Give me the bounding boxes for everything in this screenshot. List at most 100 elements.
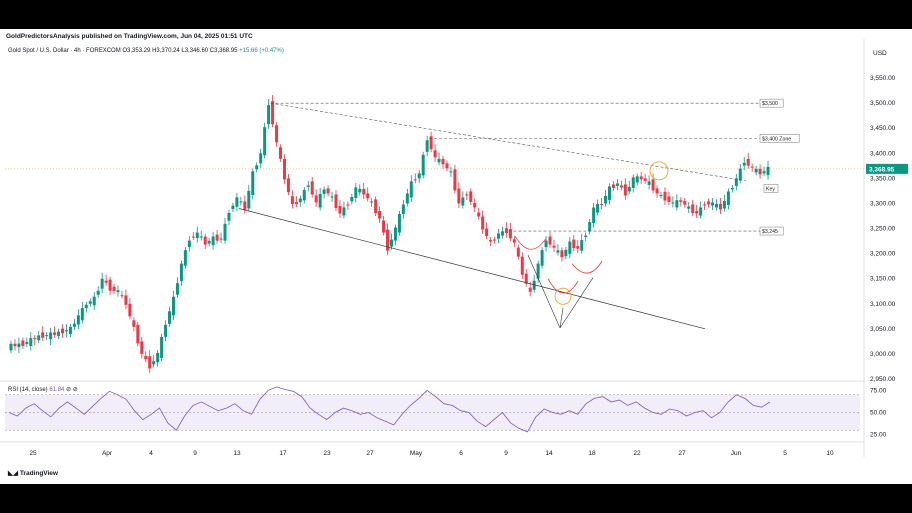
price-change: +15.66 (+0.47%) (239, 48, 284, 54)
candle-body (762, 171, 766, 174)
candle-body (508, 229, 512, 239)
key-label: Key (766, 186, 775, 192)
rsi-extra: ⊘ ⊘ (66, 387, 78, 393)
candle-body (76, 315, 80, 325)
price-tick-label: 2,950.00 (870, 376, 896, 383)
candle-body (211, 236, 215, 246)
price-tick-label: 3,350.00 (870, 175, 896, 182)
price-tick-label: 3,150.00 (870, 276, 896, 283)
candle-body (433, 150, 437, 158)
candle-body (282, 158, 286, 180)
candle-body (687, 206, 691, 209)
candle-body (707, 201, 711, 205)
time-tick-label: 25 (29, 450, 37, 457)
candle-body (532, 280, 536, 290)
candle-body (437, 158, 441, 163)
time-tick-label: 18 (588, 450, 596, 457)
candle-body (286, 178, 290, 193)
candle-body (655, 188, 659, 194)
candle-body (318, 193, 322, 208)
candle-body (663, 191, 667, 201)
last-price-badge (866, 163, 908, 174)
highlight-circle (649, 161, 669, 181)
candle-body (195, 232, 199, 239)
candle-body (9, 343, 13, 351)
price-tick-label: 3,300.00 (870, 200, 896, 207)
candle-body (342, 207, 346, 216)
candle-body (445, 163, 449, 169)
candle-body (338, 205, 342, 214)
brand-name: TradingView (19, 470, 58, 477)
candle-body (718, 203, 722, 210)
candle-body (152, 361, 156, 365)
rsi-value: 61.84 (49, 387, 65, 393)
candle-body (386, 229, 390, 251)
candle-body (659, 194, 663, 196)
ohlc-values: O3,353.29 H3,370.24 L3,346.60 C3,368.95 (122, 48, 238, 54)
candle-body (53, 332, 57, 335)
time-tick-label: 9 (193, 450, 197, 457)
candle-body (576, 246, 580, 249)
candle-body (643, 178, 647, 181)
candle-body (45, 335, 49, 337)
candle-body (171, 296, 175, 316)
level-label-box (759, 98, 784, 108)
candle-body (742, 162, 746, 166)
candle-body (199, 236, 203, 238)
candle-body (13, 343, 17, 347)
candle-body (631, 177, 635, 188)
candle-body (473, 202, 477, 208)
candle-body (255, 165, 259, 170)
candle-body (334, 194, 338, 208)
candle-body (37, 335, 41, 341)
candle-body (306, 185, 310, 187)
time-tick-label: 22 (633, 450, 641, 457)
candle-body (604, 195, 608, 204)
candle-body (726, 191, 730, 205)
candle-body (290, 196, 294, 204)
candle-body (164, 324, 168, 337)
level-label-box (759, 134, 800, 143)
symbol-legend: Gold Spot / U.S. Dollar · 4h · FOREXCOM … (8, 48, 284, 54)
candle-body (500, 231, 504, 236)
price-tick-label: 3,200.00 (870, 251, 896, 258)
rsi-tick-label: 50.00 (870, 410, 887, 417)
candle-body (481, 216, 485, 230)
time-tick-label: 6 (459, 450, 463, 457)
candle-body (449, 171, 453, 173)
candle-body (592, 207, 596, 224)
candle-body (766, 166, 770, 176)
time-tick-label: 4 (149, 450, 153, 457)
time-tick-label: Jun (731, 450, 742, 457)
candle-body (560, 250, 564, 258)
candle-body (703, 204, 707, 206)
candle-body (96, 290, 100, 295)
candle-body (207, 241, 211, 244)
candle-body (358, 188, 362, 193)
candle-body (516, 247, 520, 257)
candle-body (326, 188, 330, 194)
candle-body (520, 256, 524, 275)
candle-body (64, 330, 68, 332)
candle-body (722, 200, 726, 209)
level-label: $3,400 Zone (762, 136, 791, 142)
candle-body (235, 197, 239, 207)
candle-body (247, 190, 251, 209)
candle-body (417, 173, 421, 179)
candle-body (322, 189, 326, 194)
currency-label: USD (873, 50, 887, 57)
candle-body (350, 196, 354, 202)
candle-body (21, 340, 25, 346)
rsi-name: RSI (14, close) (8, 387, 48, 393)
candle-body (294, 201, 298, 205)
candle-body (310, 181, 314, 195)
candle-body (441, 158, 445, 165)
shoulder-arc (571, 260, 603, 274)
price-tick-label: 3,400.00 (870, 150, 896, 157)
price-chart[interactable]: USD 3,550.00 3,500.00 3,450.00 3,400.00 3,350… (0, 29, 912, 484)
candle-body (695, 210, 699, 214)
candle-body (354, 187, 358, 198)
candle-body (100, 278, 104, 289)
candle-body (540, 250, 544, 266)
level-label: $3,245 (762, 229, 778, 235)
